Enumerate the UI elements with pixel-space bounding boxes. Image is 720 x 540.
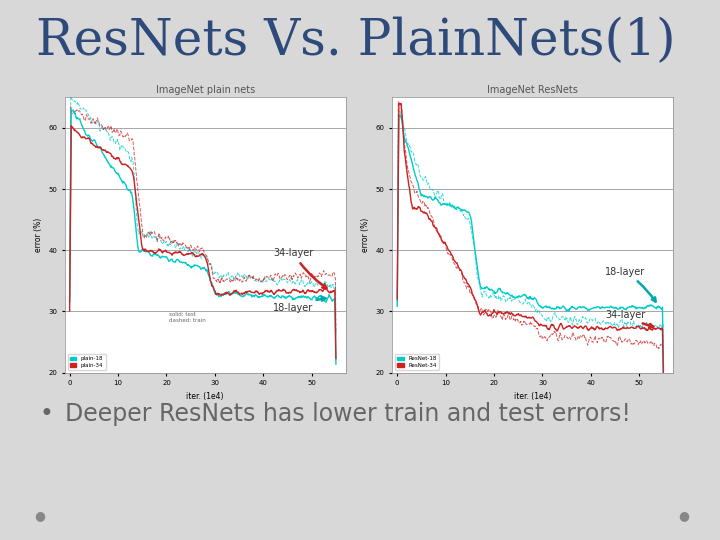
X-axis label: iter. (1e4): iter. (1e4) xyxy=(186,392,224,401)
Y-axis label: error (%): error (%) xyxy=(361,218,370,252)
Title: ImageNet plain nets: ImageNet plain nets xyxy=(156,85,255,95)
Text: 34-layer: 34-layer xyxy=(606,309,653,328)
Legend: plain-18, plain-34: plain-18, plain-34 xyxy=(68,354,106,370)
Legend: ResNet-18, ResNet-34: ResNet-18, ResNet-34 xyxy=(395,354,439,370)
Text: 34-layer: 34-layer xyxy=(273,248,326,288)
Text: 18-layer: 18-layer xyxy=(606,267,656,301)
Text: ●: ● xyxy=(34,509,45,522)
Text: solid: test
dashed: train: solid: test dashed: train xyxy=(168,312,205,323)
Text: ResNets Vs. PlainNets(1): ResNets Vs. PlainNets(1) xyxy=(36,16,675,66)
Text: ●: ● xyxy=(678,509,690,522)
Title: ImageNet ResNets: ImageNet ResNets xyxy=(487,85,578,95)
Text: •: • xyxy=(40,402,53,426)
Text: Deeper ResNets has lower train and test errors!: Deeper ResNets has lower train and test … xyxy=(65,402,631,426)
Text: 18-layer: 18-layer xyxy=(273,297,325,313)
Y-axis label: error (%): error (%) xyxy=(34,218,42,252)
X-axis label: iter. (1e4): iter. (1e4) xyxy=(514,392,552,401)
